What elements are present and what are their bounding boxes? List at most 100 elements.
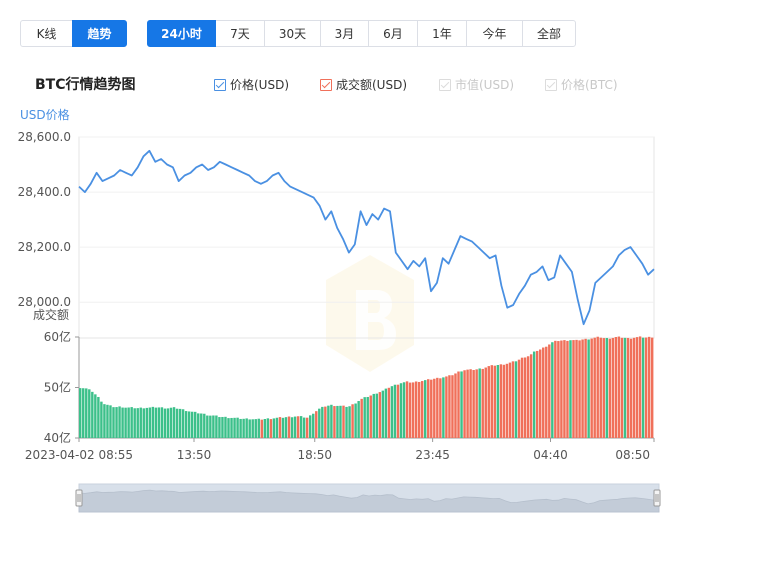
legend-label: 市值(USD) — [455, 78, 515, 92]
volume-bar — [520, 357, 524, 438]
range-tab-0[interactable]: 24小时 — [147, 20, 216, 47]
volume-bar — [532, 351, 536, 438]
volume-bar — [617, 336, 621, 438]
volume-bar — [581, 339, 584, 438]
volume-bar — [330, 404, 333, 438]
legend-volume-usd[interactable]: 成交额(USD) — [320, 76, 407, 93]
volume-bar — [163, 408, 167, 438]
navigator-handle-left[interactable] — [75, 489, 83, 507]
volume-bar — [336, 405, 339, 438]
volume-bar — [457, 371, 460, 438]
range-tab-7[interactable]: 全部 — [522, 20, 576, 47]
volume-bar — [230, 417, 233, 438]
legend-marketcap-usd[interactable]: 市值(USD) — [439, 76, 514, 93]
volume-bar — [293, 416, 297, 438]
volume-bar — [396, 384, 400, 438]
volume-bar — [448, 375, 451, 438]
volume-bar — [572, 340, 575, 438]
price-tick-label: 28,400.0 — [18, 185, 71, 199]
volume-bar — [360, 398, 363, 438]
view-tab-0[interactable]: K线 — [20, 20, 73, 47]
volume-bar — [100, 401, 103, 438]
volume-bar — [566, 340, 569, 438]
legend-label: 价格(BTC) — [561, 78, 618, 92]
volume-bar — [175, 408, 179, 438]
volume-bar — [590, 338, 593, 438]
volume-bar — [157, 407, 161, 438]
volume-bar — [405, 381, 409, 438]
volume-bar — [511, 361, 515, 438]
volume-bar — [133, 408, 136, 438]
volume-bar — [420, 381, 424, 438]
volume-bar — [487, 366, 490, 438]
volume-bar — [490, 365, 494, 438]
price-line — [78, 149, 655, 326]
volume-bar — [593, 337, 596, 438]
chart-title: BTC行情趋势图 — [35, 77, 136, 93]
volume-bar — [281, 417, 285, 438]
volume-bar — [333, 406, 336, 438]
volume-bar — [387, 387, 391, 438]
volume-bar — [563, 340, 566, 438]
volume-bar — [166, 408, 170, 438]
volume-bar — [254, 419, 257, 438]
volume-bar — [257, 418, 260, 438]
volume-bar — [115, 407, 118, 438]
volume-bar — [363, 397, 366, 438]
volume-bar — [260, 419, 264, 438]
volume-bar — [112, 407, 115, 438]
volume-bar — [215, 415, 218, 438]
volume-bar — [287, 416, 291, 438]
volume-bar — [290, 417, 294, 438]
range-tab-6[interactable]: 今年 — [466, 20, 523, 47]
volume-bar — [318, 408, 321, 438]
volume-bar — [172, 407, 176, 438]
volume-bar — [242, 418, 245, 438]
volume-bar — [523, 357, 527, 438]
legend-price-usd[interactable]: 价格(USD) — [214, 76, 289, 93]
volume-bar — [626, 337, 630, 438]
navigator-handle-right[interactable] — [653, 489, 661, 507]
volume-bar — [151, 406, 155, 438]
volume-bar — [602, 338, 605, 438]
volume-bar — [499, 364, 503, 438]
volume-bar — [647, 336, 651, 438]
volume-bar — [481, 368, 484, 438]
volume-bar — [224, 416, 227, 438]
volume-bars — [79, 336, 654, 438]
volume-bar — [197, 413, 200, 438]
range-tab-2[interactable]: 30天 — [264, 20, 321, 47]
volume-bar — [269, 419, 273, 438]
volume-bar — [629, 338, 633, 438]
volume-bar — [203, 413, 206, 438]
legend-label: 成交额(USD) — [336, 78, 408, 92]
volume-bar — [460, 371, 463, 438]
volume-bar — [442, 377, 445, 438]
volume-bar — [79, 388, 82, 438]
volume-bar — [145, 407, 149, 438]
volume-bar — [502, 364, 506, 438]
volume-bar — [212, 415, 215, 438]
navigator[interactable] — [75, 483, 661, 513]
x-tick-label: 04:40 — [533, 448, 568, 462]
range-tab-5[interactable]: 1年 — [417, 20, 467, 47]
volume-bar — [399, 383, 403, 438]
volume-bar — [484, 367, 487, 438]
view-tab-1[interactable]: 趋势 — [72, 20, 127, 47]
volume-bar — [433, 378, 436, 438]
volume-bar — [545, 346, 548, 438]
volume-bar — [605, 338, 609, 438]
volume-bar — [139, 407, 142, 438]
volume-bar — [644, 337, 648, 438]
legend-price-btc[interactable]: 价格(BTC) — [545, 76, 618, 93]
volume-bar — [375, 393, 379, 438]
volume-bar — [517, 359, 521, 438]
volume-bar — [106, 404, 109, 438]
range-tab-4[interactable]: 6月 — [368, 20, 418, 47]
volume-tick-label: 40亿 — [44, 430, 71, 445]
volume-bar — [608, 338, 612, 438]
volume-bar — [641, 337, 645, 438]
volume-bar — [635, 337, 639, 438]
volume-bar — [82, 388, 85, 438]
